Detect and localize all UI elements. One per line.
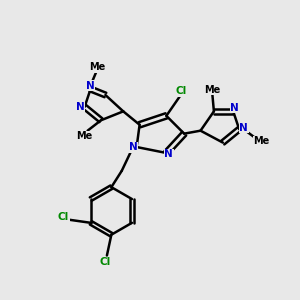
Text: Cl: Cl — [176, 86, 187, 96]
Text: Me: Me — [76, 131, 93, 141]
Text: Cl: Cl — [100, 257, 111, 267]
Text: N: N — [86, 80, 95, 91]
Text: N: N — [129, 142, 137, 152]
Text: Me: Me — [89, 62, 106, 72]
Text: N: N — [230, 103, 239, 113]
Text: N: N — [164, 149, 173, 160]
Text: N: N — [239, 123, 248, 133]
Text: N: N — [76, 102, 85, 112]
Text: Cl: Cl — [58, 212, 69, 223]
Text: Me: Me — [253, 136, 270, 146]
Text: Me: Me — [204, 85, 220, 95]
